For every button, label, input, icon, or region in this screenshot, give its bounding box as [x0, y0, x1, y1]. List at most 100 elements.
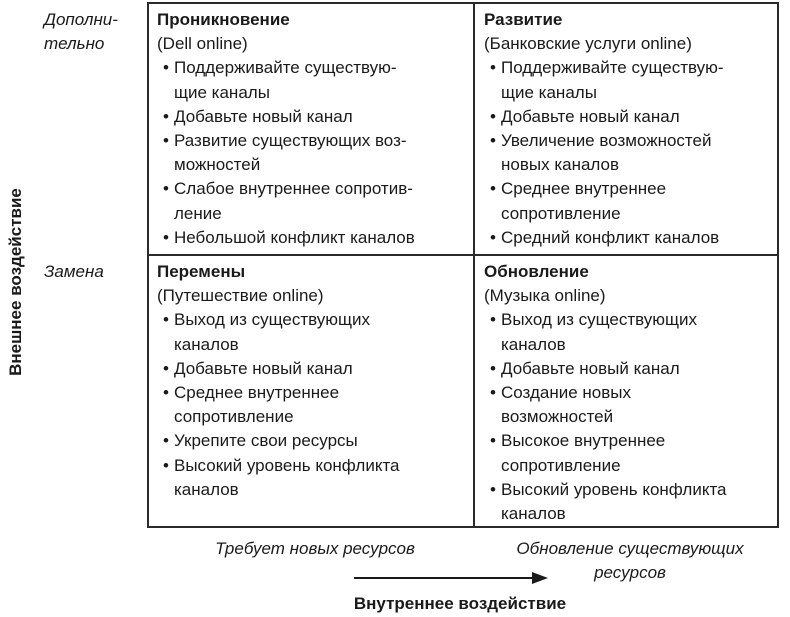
list-item-line: • Средний конфликт каналов [484, 226, 724, 250]
bullet-icon: • [490, 58, 496, 78]
list-item-line: • Высокий уровень конфликта [157, 454, 400, 478]
matrix-frame [147, 2, 779, 528]
list-item-line: • Выход из существующих [157, 308, 400, 332]
list-item-line: каналов [484, 502, 727, 526]
column-label-line: ресурсов [594, 563, 666, 582]
row-label-additional: Дополни- тельно [44, 8, 118, 56]
bullet-icon: • [163, 358, 169, 378]
quadrant-example: (Банковские услуги online) [484, 34, 692, 54]
list-item-line: • Развитие существующих воз- [157, 129, 415, 153]
bullet-icon: • [163, 383, 169, 403]
list-item-line: каналов [157, 478, 400, 502]
bullet-icon: • [490, 479, 496, 499]
list-item-text: каналов [501, 334, 566, 354]
bullet-icon: • [163, 58, 169, 78]
list-item-text: щие каналы [501, 82, 597, 102]
quadrant-change: Перемены (Путешествие online) • Выход из су… [157, 260, 400, 502]
matrix-divider-vertical [473, 2, 475, 528]
list-item-text: Развитие существующих воз- [174, 131, 407, 151]
list-item-text: Добавьте новый канал [501, 358, 680, 378]
list-item-line: • Увеличение возможностей [484, 129, 724, 153]
list-item-line: • Добавьте новый канал [157, 357, 400, 381]
list-item-line: • Слабое внутреннее сопротив- [157, 177, 415, 201]
bullet-icon: • [163, 131, 169, 151]
bullet-icon: • [163, 455, 169, 475]
list-item-line: каналов [157, 333, 400, 357]
list-item-text: Слабое внутреннее сопротив- [174, 179, 413, 199]
list-item-text: сопротивление [501, 455, 621, 475]
list-item-text: ление [174, 203, 222, 223]
list-item-text: Добавьте новый канал [174, 106, 353, 126]
row-label-line: Дополни- [44, 10, 118, 29]
list-item-text: можностей [174, 155, 261, 175]
row-label-line: тельно [44, 34, 105, 53]
list-item-line: ление [157, 202, 415, 226]
list-item-line: • Добавьте новый канал [484, 357, 727, 381]
list-item-text: Средний конфликт каналов [501, 227, 720, 247]
bullet-icon: • [490, 310, 496, 330]
list-item-text: щие каналы [174, 82, 270, 102]
bullet-icon: • [163, 227, 169, 247]
bullet-icon: • [163, 310, 169, 330]
list-item-text: Увеличение возможностей [501, 131, 712, 151]
list-item-line: • Добавьте новый канал [157, 105, 415, 129]
quadrant-development: Развитие (Банковские услуги online) • Подде… [484, 8, 724, 250]
column-label-line: Требует новых ресурсов [215, 539, 415, 558]
bullet-icon: • [490, 431, 496, 451]
quadrant-example: (Музыка online) [484, 286, 606, 306]
row-label-replacement: Замена [44, 260, 104, 284]
list-item-line: • Среднее внутреннее [484, 177, 724, 201]
bullet-icon: • [490, 106, 496, 126]
list-item-text: каналов [174, 334, 239, 354]
y-axis-label: Внешнее воздействие [6, 188, 25, 376]
list-item-text: Укрепите свои ресурсы [174, 431, 358, 451]
column-label-renew-resources: Обновление существующих ресурсов [480, 537, 780, 585]
list-item-line: • Добавьте новый канал [484, 105, 724, 129]
bullet-icon: • [163, 431, 169, 451]
x-axis-label: Внутреннее воздействие [353, 594, 567, 613]
list-item-line: • Высокий уровень конфликта [484, 478, 727, 502]
list-item-line: • Поддерживайте существую- [484, 56, 724, 80]
list-item-line: щие каналы [157, 81, 415, 105]
bullet-icon: • [163, 179, 169, 199]
list-item-line: можностей [157, 153, 415, 177]
list-item-line: сопротивление [484, 454, 727, 478]
list-item-text: Среднее внутреннее [174, 383, 340, 403]
list-item-text: новых каналов [501, 155, 620, 175]
list-item-text: сопротивление [174, 407, 294, 427]
arrow-right-icon [354, 572, 548, 584]
bullet-icon: • [490, 383, 496, 403]
list-item-text: Высокий уровень конфликта [501, 479, 727, 499]
quadrant-renewal: Обновление (Музыка online) • Выход из сущес… [484, 260, 727, 526]
quadrant-title: Проникновение [157, 10, 290, 29]
bullet-icon: • [490, 179, 496, 199]
list-item-text: каналов [501, 504, 566, 524]
list-item-line: сопротивление [157, 405, 400, 429]
quadrant-title: Обновление [484, 262, 589, 281]
matrix-divider-horizontal [147, 254, 779, 256]
list-item-line: сопротивление [484, 202, 724, 226]
list-item-text: Добавьте новый канал [501, 106, 680, 126]
list-item-line: • Небольшой конфликт каналов [157, 226, 415, 250]
quadrant-title: Развитие [484, 10, 563, 29]
list-item-line: • Поддерживайте существую- [157, 56, 415, 80]
list-item-line: щие каналы [484, 81, 724, 105]
list-item-text: Создание новых [501, 383, 631, 403]
list-item-line: • Высокое внутреннее [484, 429, 727, 453]
list-item-text: Выход из существующих [501, 310, 698, 330]
list-item-text: Поддерживайте существую- [174, 58, 397, 78]
list-item-line: • Укрепите свои ресурсы [157, 429, 400, 453]
column-label-new-resources: Требует новых ресурсов [180, 537, 450, 561]
list-item-text: сопротивление [501, 203, 621, 223]
list-item-text: каналов [174, 479, 239, 499]
list-item-text: Среднее внутреннее [501, 179, 667, 199]
list-item-text: возможностей [501, 407, 614, 427]
quadrant-title: Перемены [157, 262, 246, 281]
list-item-line: новых каналов [484, 153, 724, 177]
list-item-text: Небольшой конфликт каналов [174, 227, 415, 247]
list-item-line: • Выход из существующих [484, 308, 727, 332]
list-item-line: возможностей [484, 405, 727, 429]
bullet-icon: • [490, 227, 496, 247]
list-item-text: Высокий уровень конфликта [174, 455, 400, 475]
quadrant-penetration: Проникновение (Dell online) • Поддерживайте… [157, 8, 415, 250]
